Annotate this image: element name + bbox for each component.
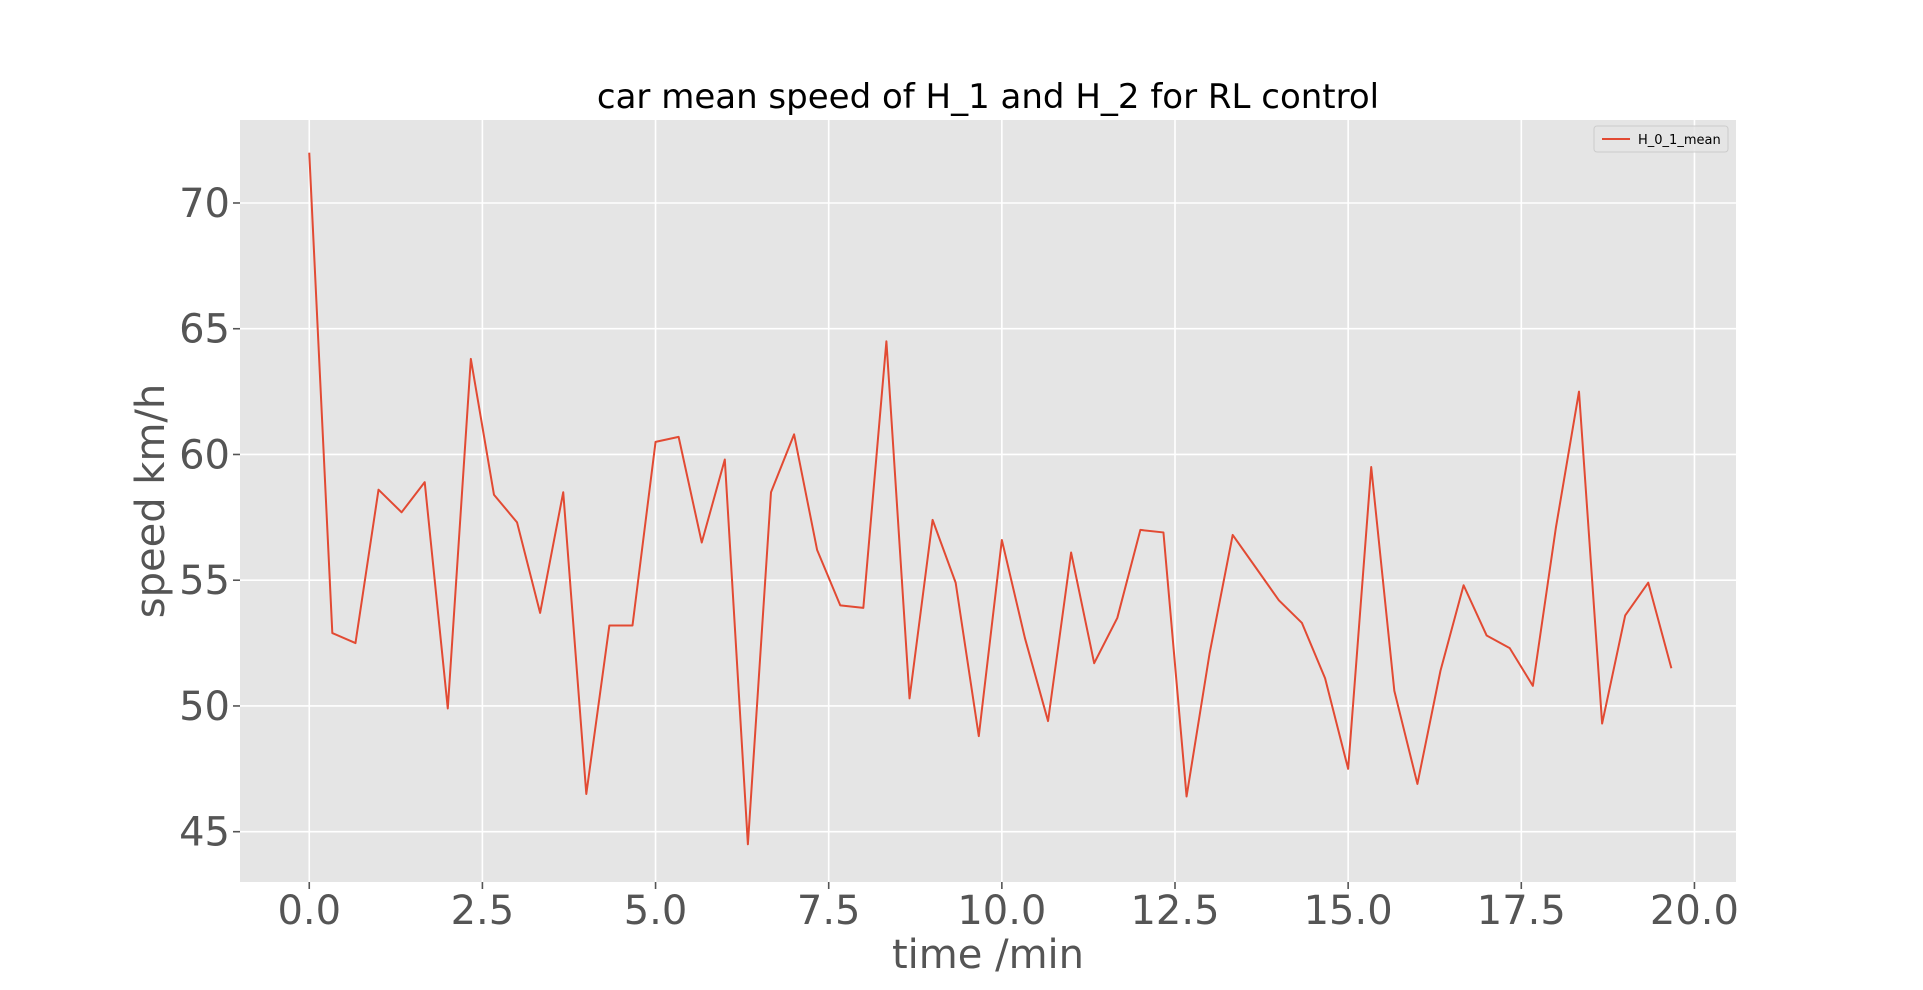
series-line-H_0_1_mean: [308, 152, 1673, 846]
x-tick-label: 7.5: [797, 888, 861, 934]
y-tick-label: 70: [179, 181, 230, 227]
legend: H_0_1_mean: [1593, 125, 1729, 153]
legend-label: H_0_1_mean: [1638, 133, 1721, 148]
series-lines: [308, 152, 1673, 846]
y-tick-label: 50: [179, 684, 230, 730]
x-tick-label: 20.0: [1650, 888, 1739, 934]
legend-box: [1593, 125, 1729, 153]
plot-area: [240, 120, 1736, 882]
grid-lines: [240, 120, 1736, 882]
x-tick-label: 10.0: [957, 888, 1046, 934]
x-tick-label: 17.5: [1477, 888, 1566, 934]
y-tick-label: 65: [179, 307, 230, 353]
x-axis-label: time /min: [892, 932, 1084, 978]
y-tick-label: 60: [179, 432, 230, 478]
x-tick-label: 5.0: [624, 888, 688, 934]
x-tick-label: 12.5: [1130, 888, 1219, 934]
chart-title: car mean speed of H_1 and H_2 for RL con…: [597, 77, 1379, 117]
axis-ticks: 0.0 2.5 5.0 7.5 10.0 12.5 15.0 17.5 20.0 45 50 55 60…: [179, 181, 1739, 934]
x-tick-label: 2.5: [451, 888, 515, 934]
x-tick-label: 15.0: [1304, 888, 1393, 934]
y-axis-label: speed km/h: [128, 384, 174, 619]
x-tick-label: 0.0: [277, 888, 341, 934]
y-tick-label: 45: [179, 810, 230, 856]
y-tick-label: 55: [179, 558, 230, 604]
